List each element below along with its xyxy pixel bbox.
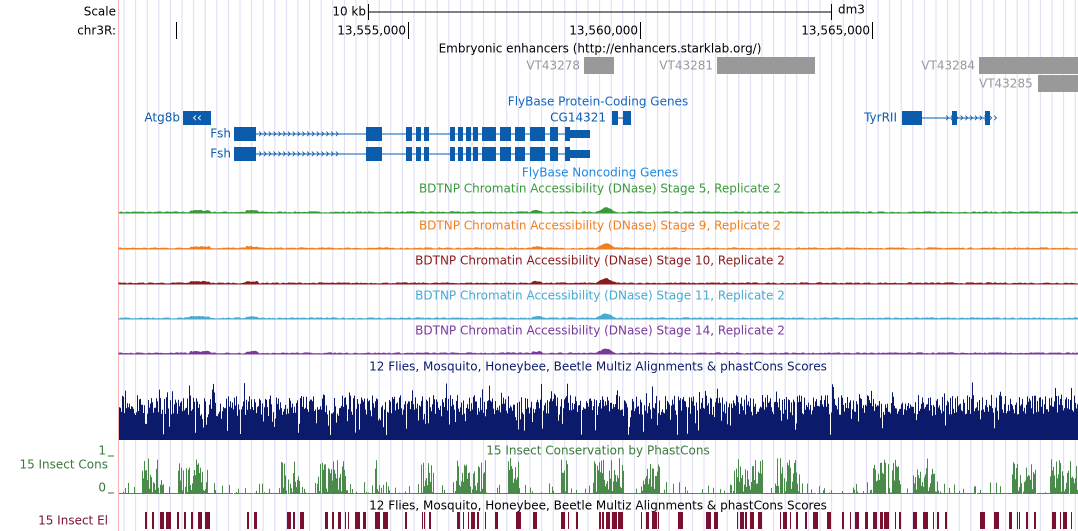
track-title: BDTNP Chromatin Accessibility (DNase) St… — [415, 289, 785, 303]
assembly: dm3 — [838, 3, 865, 17]
exon — [565, 147, 570, 161]
axis-ticks — [108, 455, 114, 494]
track-title: 15 Insect Conservation by PhastCons — [486, 444, 709, 458]
utr — [570, 130, 590, 138]
dnase-tracks: BDTNP Chromatin Accessibility (DNase) St… — [118, 182, 1078, 355]
exon — [500, 127, 511, 141]
gene-label[interactable]: Fsh — [210, 127, 231, 141]
gene-label[interactable]: Fsh — [210, 147, 231, 161]
exon — [623, 111, 631, 125]
exon — [416, 147, 421, 161]
exon — [530, 127, 545, 141]
gene-label[interactable]: Atg8b — [144, 111, 180, 125]
gene[interactable]: ››››››››››››››››› — [234, 147, 590, 162]
strand-arrows: ››››››››››››››››› — [258, 147, 340, 161]
exon — [612, 111, 618, 125]
exon — [466, 127, 471, 141]
track-title: FlyBase Protein-Coding Genes — [508, 95, 688, 109]
exon — [952, 111, 957, 125]
track-title: BDTNP Chromatin Accessibility (DNase) St… — [419, 219, 781, 233]
enhancer — [717, 57, 815, 74]
exon — [234, 147, 256, 161]
exon — [550, 147, 558, 161]
enhancer-label: VT43281 — [659, 59, 713, 73]
phastcons-signal — [119, 458, 1078, 494]
exon — [450, 147, 455, 161]
exon — [424, 147, 429, 161]
track-title: BDTNP Chromatin Accessibility (DNase) St… — [415, 254, 785, 268]
exon — [416, 127, 421, 141]
gene[interactable] — [183, 111, 211, 125]
scale-size: 10 kb — [332, 5, 366, 19]
enhancer-label: VT43284 — [921, 59, 975, 73]
axis-label: 1 — [98, 444, 106, 458]
gene-label[interactable]: TyrRII — [863, 111, 897, 125]
track-title: FlyBase Noncoding Genes — [522, 166, 678, 180]
exon — [450, 127, 455, 141]
exon — [473, 127, 478, 141]
exon — [406, 127, 412, 141]
accessibility-signal — [118, 277, 1078, 285]
side-label: 15 Insect El — [38, 514, 108, 528]
exon — [473, 147, 478, 161]
exon — [482, 127, 496, 141]
exon — [458, 147, 463, 161]
exon — [406, 147, 412, 161]
exon — [985, 111, 990, 125]
exon — [366, 127, 382, 141]
exon — [515, 127, 525, 141]
exon — [902, 111, 922, 125]
exon — [530, 147, 545, 161]
side-label: 15 Insect Cons — [19, 458, 108, 472]
chrom-label: chr3R: — [77, 24, 116, 38]
track-title: 12 Flies, Mosquito, Honeybee, Beetle Mul… — [369, 360, 827, 374]
utr — [570, 150, 590, 158]
accessibility-signal — [118, 207, 1078, 214]
enhancer — [1038, 75, 1078, 92]
enhancer-label: VT43285 — [979, 77, 1033, 91]
scale-label: Scale — [84, 5, 116, 19]
track-title: Embryonic enhancers (http://enhancers.st… — [439, 42, 762, 56]
accessibility-signal — [118, 348, 1078, 355]
exon — [500, 147, 511, 161]
strand-arrows: ››››››››››› — [945, 111, 998, 125]
accessibility-signal — [118, 243, 1078, 250]
exon — [424, 127, 429, 141]
gene-label[interactable]: CG14321 — [550, 111, 606, 125]
enhancer — [584, 57, 614, 74]
exon — [482, 147, 496, 161]
accessibility-signal — [118, 313, 1078, 320]
grid — [123, 0, 1076, 531]
enhancer — [979, 57, 1078, 74]
conservation-signal — [119, 382, 1078, 440]
exon — [466, 147, 471, 161]
position-label: 13,560,000 — [569, 24, 638, 38]
exon — [458, 127, 463, 141]
exon — [550, 127, 558, 141]
gene[interactable]: ››››››››››››››››› — [234, 127, 590, 142]
position-label: 13,555,000 — [337, 24, 406, 38]
track-title: BDTNP Chromatin Accessibility (DNase) St… — [419, 182, 781, 196]
exon — [515, 147, 525, 161]
position-label: 13,565,000 — [801, 24, 870, 38]
axis-label: 0 — [98, 481, 106, 495]
exon — [234, 127, 256, 141]
strand-arrows: ››››››››››››››››› — [258, 127, 340, 141]
exon — [366, 147, 382, 161]
exon — [565, 127, 570, 141]
conserved-elements — [145, 512, 1072, 529]
enhancer-label: VT43278 — [526, 59, 580, 73]
strand-arrows: ‹‹ — [192, 111, 202, 125]
track-title: 12 Flies, Mosquito, Honeybee, Beetle Mul… — [369, 499, 827, 513]
track-title: BDTNP Chromatin Accessibility (DNase) St… — [415, 324, 785, 338]
